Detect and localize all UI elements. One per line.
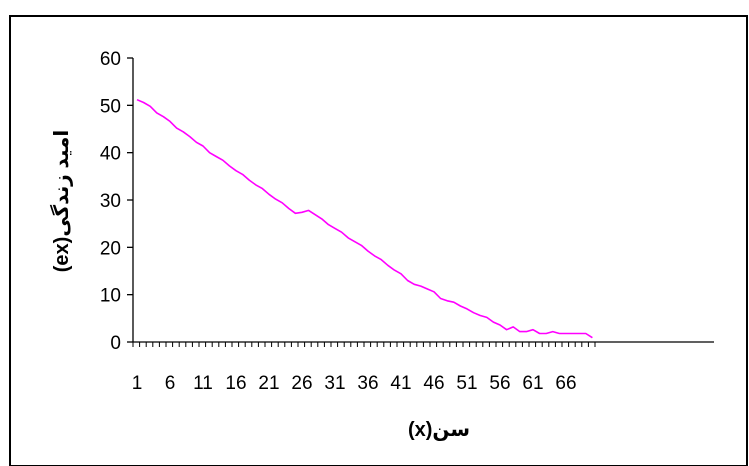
x-tick-label: 51 bbox=[456, 373, 477, 394]
x-tick-label: 66 bbox=[555, 373, 576, 394]
x-tick-label: 26 bbox=[291, 373, 312, 394]
series-layer bbox=[136, 98, 593, 339]
x-tick-label: 11 bbox=[193, 373, 213, 394]
x-tick-label: 61 bbox=[522, 373, 543, 394]
x-axis-title: سن(x) bbox=[408, 419, 470, 441]
x-tick-label: 36 bbox=[357, 373, 378, 394]
series-line bbox=[136, 98, 593, 339]
y-tick-label: 50 bbox=[100, 96, 121, 117]
x-tick-label: 46 bbox=[423, 373, 444, 394]
x-tick-label: 21 bbox=[258, 373, 279, 394]
y-tick-label: 20 bbox=[100, 238, 121, 259]
x-tick-label: 31 bbox=[324, 373, 345, 394]
y-tick-label: 40 bbox=[100, 144, 121, 165]
y-axis: 0 10 20 30 40 50 60 bbox=[100, 49, 134, 354]
x-tick-label: 56 bbox=[489, 373, 510, 394]
y-tick-label: 60 bbox=[100, 49, 121, 70]
y-axis-title: امید زندگی(ex) bbox=[49, 130, 73, 273]
x-tick-label: 6 bbox=[165, 373, 176, 394]
y-tick-label: 0 bbox=[110, 333, 121, 354]
x-axis: 1 6 11 16 21 26 31 36 41 46 51 56 61 66 bbox=[132, 341, 714, 394]
x-tick-label: 16 bbox=[225, 373, 246, 394]
x-tick-label: 1 bbox=[132, 373, 143, 394]
y-tick-label: 10 bbox=[100, 286, 121, 307]
y-tick-label: 30 bbox=[100, 191, 121, 212]
x-tick-label: 41 bbox=[390, 373, 411, 394]
